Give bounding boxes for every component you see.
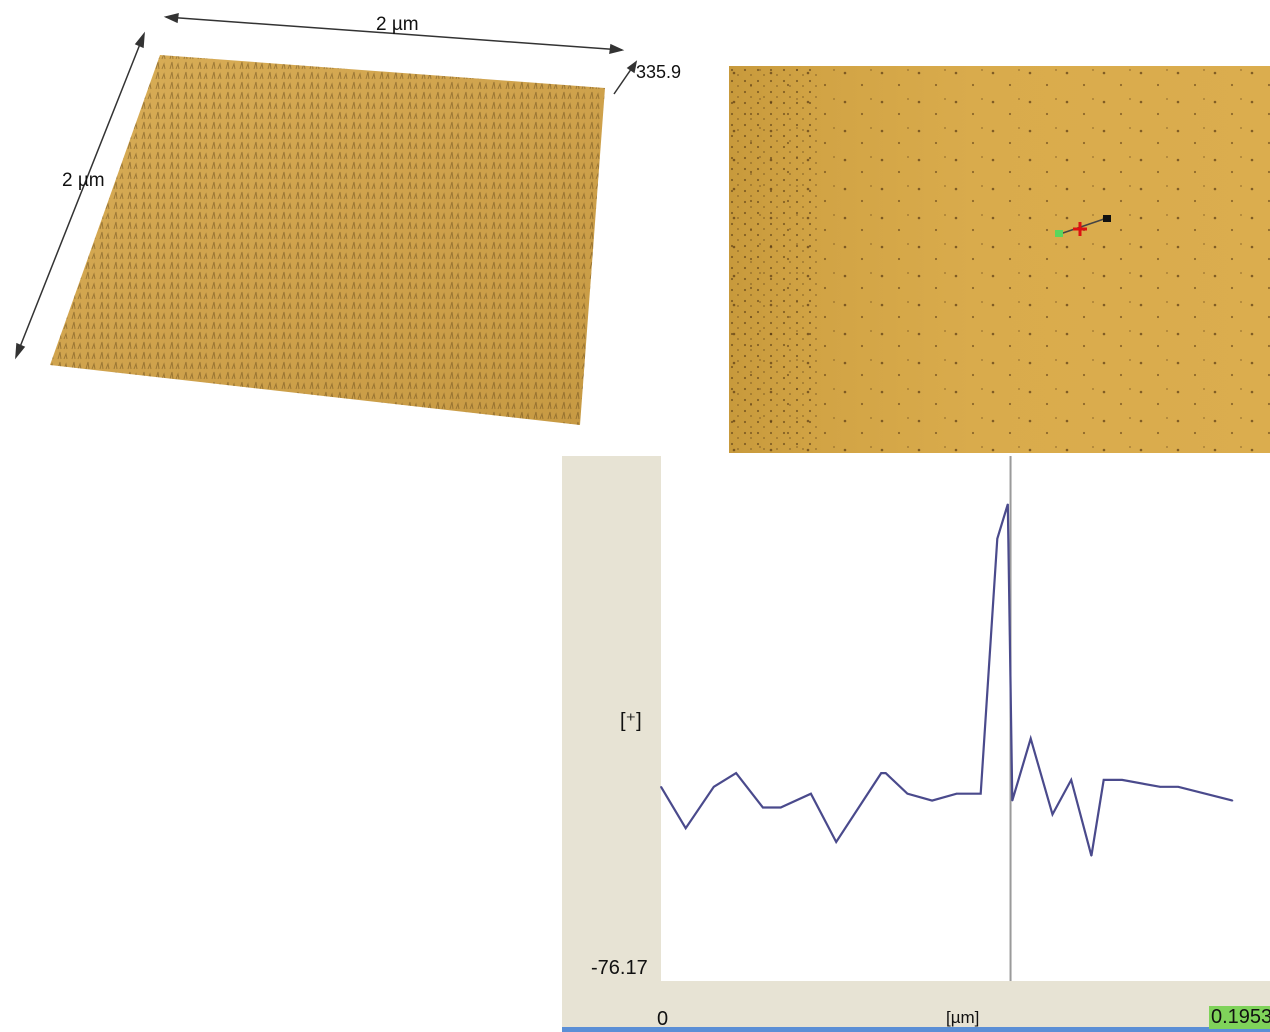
profile-point	[1070, 779, 1072, 781]
afm-topography-image[interactable]	[729, 66, 1270, 453]
x-axis-band	[562, 981, 1270, 1027]
profile-point	[810, 792, 812, 795]
profile-point	[1090, 854, 1093, 857]
x-max-label: 0.1953	[1209, 1006, 1270, 1029]
marker-cursor-cross	[1073, 222, 1087, 236]
y-min-label: -76.17	[591, 957, 648, 979]
profile-point	[735, 772, 737, 774]
x-dimension-arrow	[163, 13, 625, 54]
profile-point	[880, 772, 882, 774]
afm-image-canvas	[729, 66, 1270, 453]
profile-point	[684, 827, 687, 829]
marker-start-handle[interactable]	[1055, 230, 1063, 237]
profile-point	[1007, 503, 1009, 506]
z-max-label: 335.9	[636, 62, 682, 82]
x-min-label: 0	[657, 1008, 669, 1030]
y-dimension-arrow	[15, 31, 145, 360]
x-axis-bottom-rule	[562, 1027, 1270, 1032]
profile-series-line	[660, 503, 1233, 857]
profile-point	[1121, 779, 1123, 781]
profile-point	[979, 792, 982, 795]
x-unit-label: [µm]	[946, 1008, 980, 1027]
profile-point	[1159, 786, 1161, 788]
y-dimension-label: 2 µm	[62, 170, 105, 191]
plot-area	[661, 456, 1270, 981]
profile-point	[1177, 786, 1180, 788]
profile-point	[779, 806, 782, 809]
profile-point	[955, 792, 958, 795]
marker-end-handle[interactable]	[1103, 215, 1111, 222]
profile-point	[1051, 813, 1054, 816]
surface-texture	[50, 55, 605, 425]
profile-point	[712, 786, 715, 788]
profile-point	[835, 841, 838, 843]
profile-point	[996, 537, 999, 540]
y-axis-band	[562, 456, 661, 1032]
profile-point	[1029, 737, 1032, 740]
profile-chart	[562, 456, 1270, 1032]
profile-point	[762, 806, 764, 809]
profile-line-marker[interactable]	[1055, 215, 1111, 237]
z-dimension-arrow	[613, 60, 638, 95]
profile-point	[1231, 799, 1234, 802]
surface-3d-view	[15, 13, 638, 425]
profile-point	[660, 786, 662, 788]
profile-point	[1102, 779, 1105, 781]
profile-point	[931, 799, 933, 802]
x-dimension-label: 2 µm	[376, 14, 419, 35]
profile-point	[1011, 799, 1014, 802]
profile-point	[884, 772, 887, 774]
y-unit-label: [⁺]	[620, 710, 642, 732]
profile-point	[906, 792, 909, 795]
